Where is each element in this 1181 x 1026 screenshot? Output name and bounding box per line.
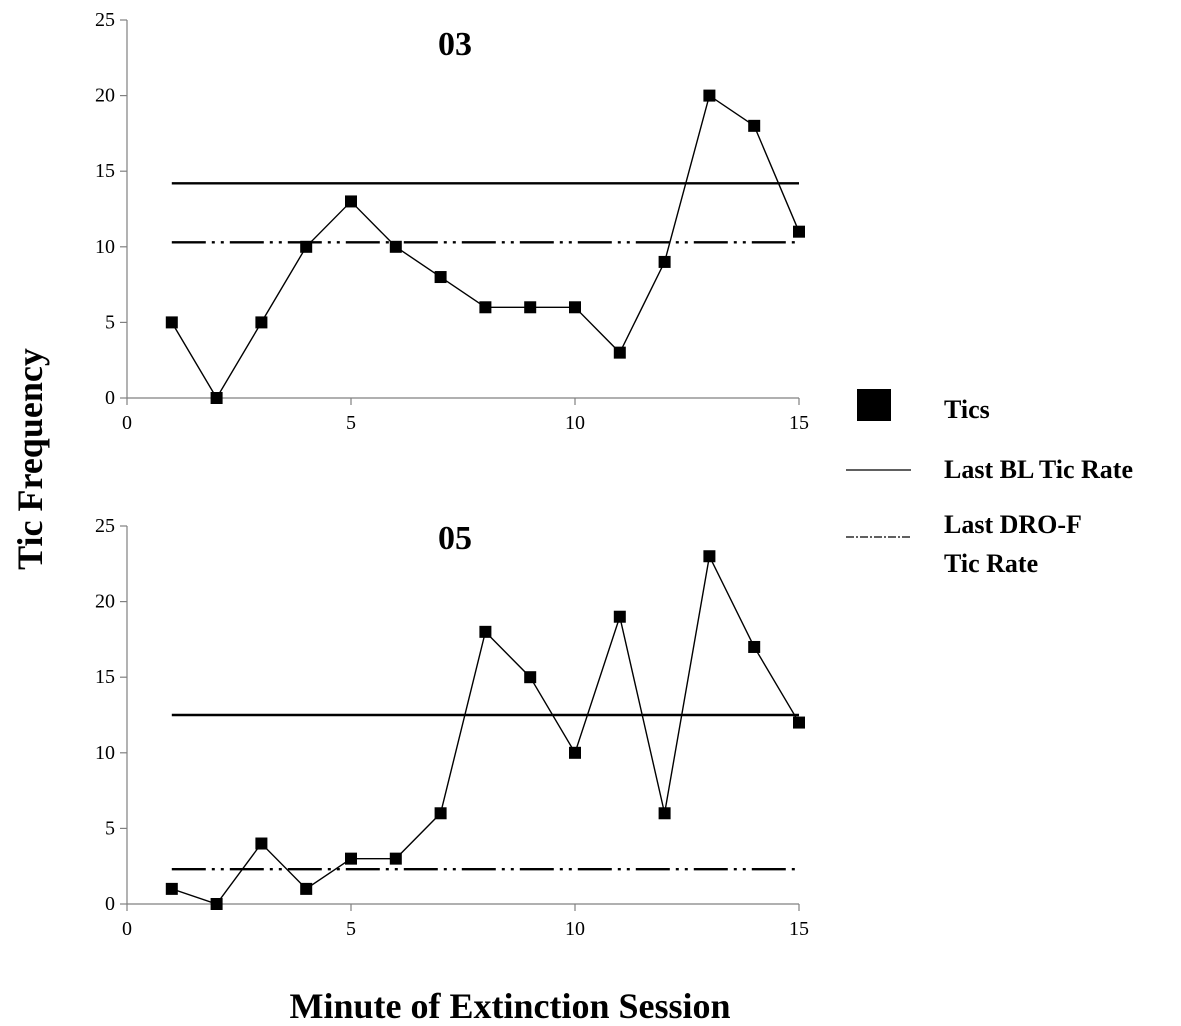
tics-data-point	[524, 671, 537, 684]
tics-data-point	[165, 882, 178, 895]
x-tick-label: 15	[789, 918, 809, 940]
tics-data-point	[389, 240, 402, 253]
tics-series-line	[171, 94, 800, 400]
legend-label: Tics	[944, 395, 990, 424]
y-tick-label: 10	[95, 742, 115, 764]
tics-data-point	[434, 807, 447, 820]
tics-data-point	[165, 316, 178, 329]
y-axis-title: Tic Frequency	[10, 348, 50, 570]
tics-series-line	[171, 554, 800, 905]
tics-data-point	[210, 898, 223, 910]
tics-data-point	[703, 89, 716, 102]
tics-data-point	[434, 271, 447, 284]
y-tick-label: 15	[95, 160, 115, 182]
y-tick-label: 0	[105, 387, 115, 409]
tics-data-point	[479, 301, 492, 314]
tics-data-point	[524, 301, 537, 314]
legend-label: Last BL Tic Rate	[944, 455, 1133, 484]
x-tick-label: 5	[346, 412, 356, 434]
legend-label: Last DRO-F	[944, 510, 1082, 539]
tics-data-point	[345, 852, 357, 865]
x-tick-label: 0	[122, 918, 132, 940]
y-tick-label: 25	[95, 9, 115, 31]
legend-marker-square	[857, 389, 891, 421]
tics-data-point	[479, 625, 492, 638]
tics-data-point	[345, 195, 357, 208]
y-tick-label: 10	[95, 236, 115, 258]
tics-data-point	[748, 119, 761, 132]
tics-data-point	[748, 640, 761, 653]
tics-data-point	[613, 610, 626, 623]
x-tick-label: 10	[565, 412, 585, 434]
x-tick-label: 10	[565, 918, 585, 940]
x-tick-label: 0	[122, 412, 132, 434]
tics-data-point	[658, 807, 671, 820]
x-tick-label: 5	[346, 918, 356, 940]
y-tick-label: 20	[95, 85, 115, 107]
tics-data-point	[300, 240, 313, 253]
y-tick-label: 5	[105, 311, 115, 333]
x-axis-title: Minute of Extinction Session	[289, 986, 730, 1026]
tics-data-point	[703, 550, 716, 563]
tics-data-point	[793, 716, 805, 729]
tics-data-point	[793, 225, 805, 238]
legend-label-line2: Tic Rate	[944, 549, 1038, 578]
tics-data-point	[389, 852, 402, 865]
y-tick-label: 0	[105, 893, 115, 915]
tics-data-point	[658, 255, 671, 268]
y-tick-label: 5	[105, 817, 115, 839]
legend: Tics Last BL Tic Rate Last DRO-F Tic Rate	[846, 389, 1133, 578]
y-tick-label: 15	[95, 666, 115, 688]
panel-title: 05	[438, 520, 472, 557]
y-tick-label: 25	[95, 515, 115, 537]
tics-data-point	[613, 346, 626, 359]
tics-data-point	[569, 746, 581, 759]
tics-data-point	[255, 837, 268, 850]
x-tick-label: 15	[789, 412, 809, 434]
panel-03: 0 5 10 15 20 25 0 5 10 15 03	[95, 9, 809, 434]
y-tick-label: 20	[95, 591, 115, 613]
panel-title: 03	[438, 26, 472, 63]
tics-data-point	[210, 392, 223, 404]
tics-data-point	[255, 316, 268, 329]
tics-data-point	[569, 301, 581, 314]
tics-data-point	[300, 882, 313, 895]
